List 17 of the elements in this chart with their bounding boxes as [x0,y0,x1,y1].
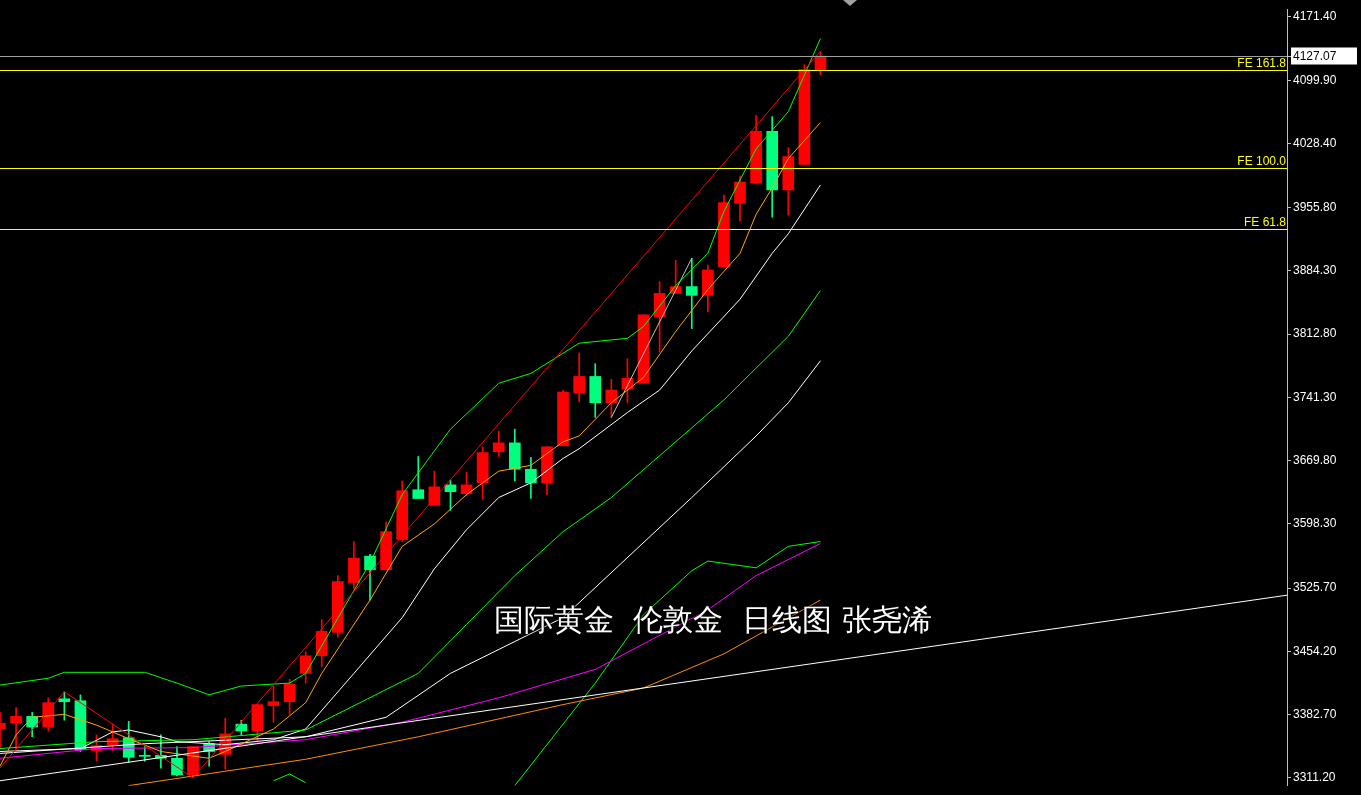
y-tick-label: 3454.20 [1293,643,1337,658]
y-tick-label: 3311.20 [1293,770,1336,785]
ref-line-label: FE 61.8 [1243,214,1287,229]
y-tick-label: 3669.80 [1293,452,1337,467]
y-tick-label: 3382.70 [1293,706,1337,721]
y-tick-label: 4099.90 [1293,72,1337,87]
y-tick-label: 3812.80 [1293,326,1337,341]
y-tick-label: 3598.30 [1293,516,1337,531]
ref-line-label: FE 100.0 [1237,153,1287,168]
y-tick-label: 4171.40 [1293,9,1337,24]
y-tick-label: 3955.80 [1293,200,1337,214]
y-tick-label: 4028.40 [1293,135,1337,150]
ref-line-label: FE 161.8 [1237,55,1287,70]
y-tick-label: 3884.30 [1293,263,1337,278]
y-tick-label: 3741.30 [1293,389,1337,404]
y-tick-label: 4127.07 [1293,48,1337,63]
y-tick-label: 3525.70 [1293,580,1337,595]
